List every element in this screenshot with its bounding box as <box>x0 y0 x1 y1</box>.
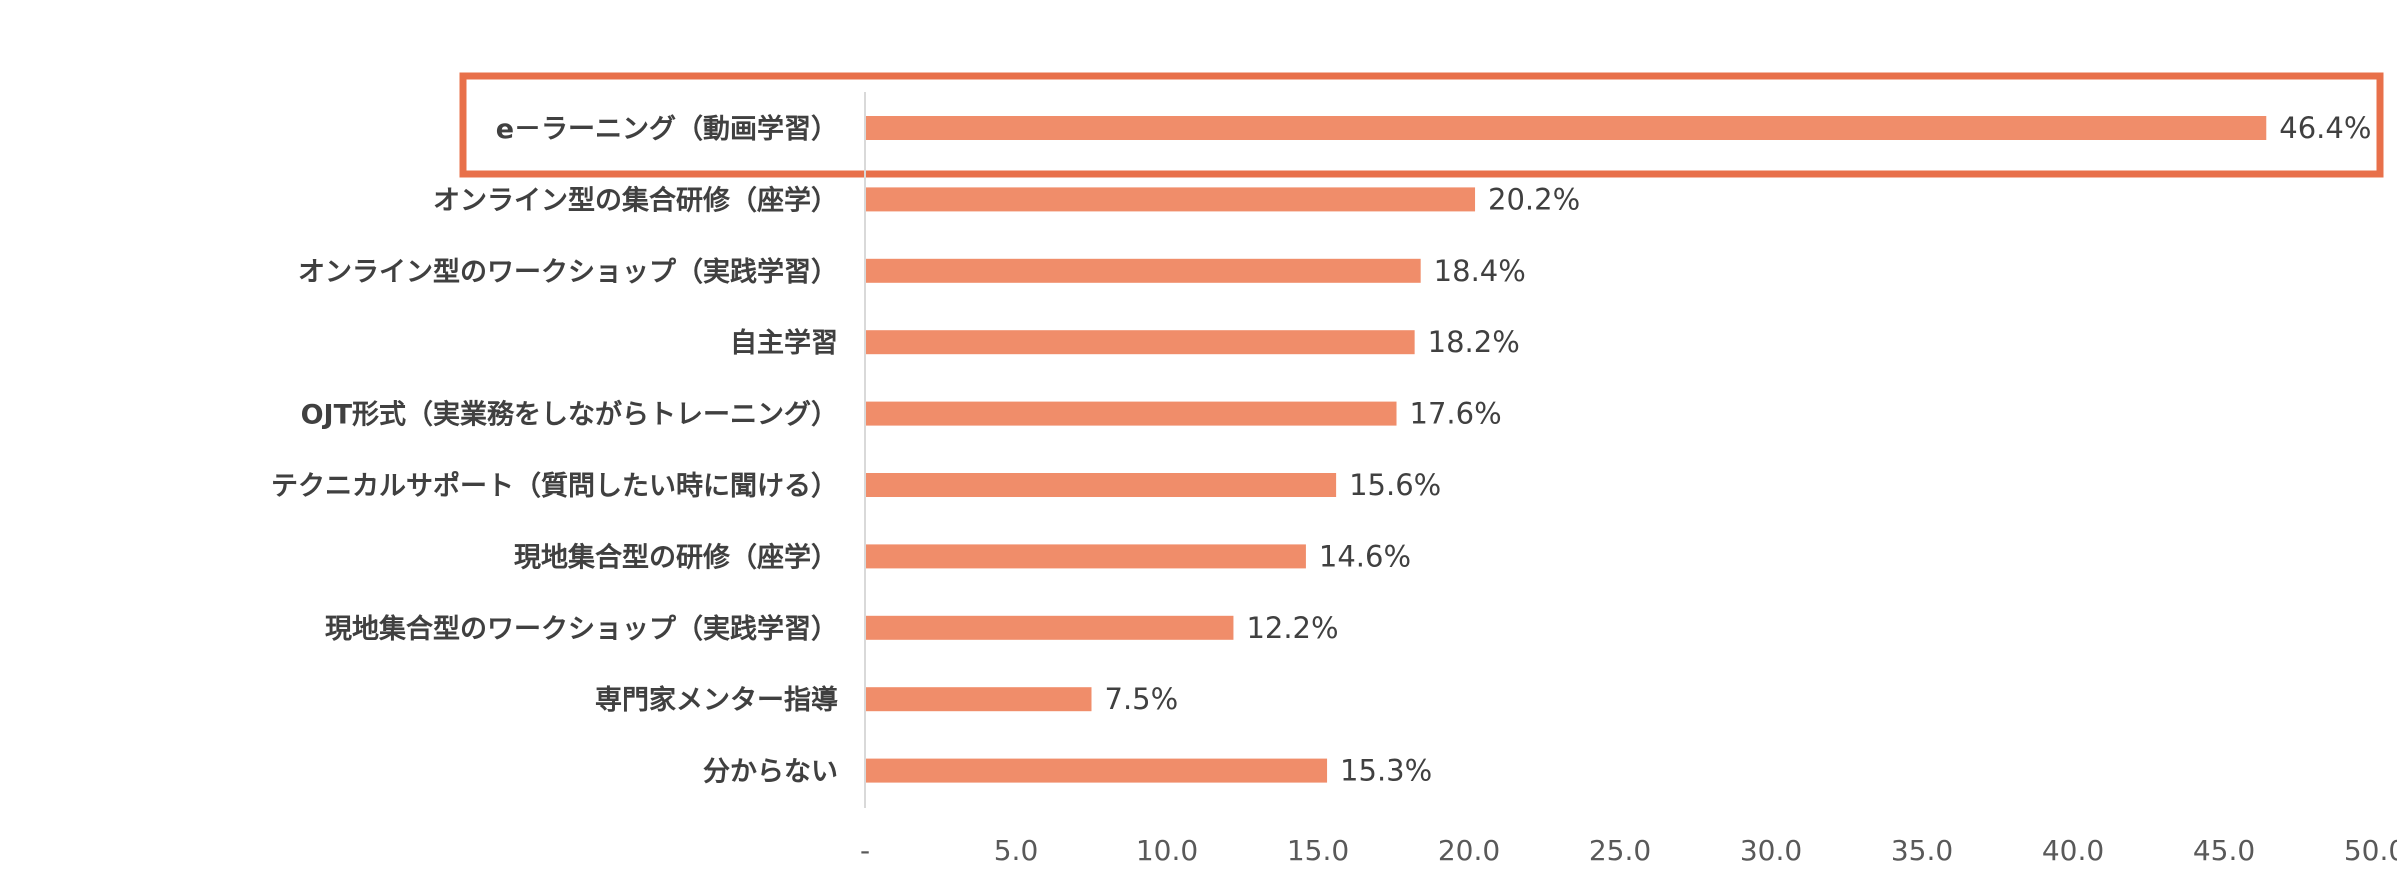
category-label: 現地集合型のワークショップ（実践学習） <box>325 613 838 645</box>
category-label: テクニカルサポート（質問したい時に聞ける） <box>271 471 838 502</box>
bar <box>866 758 1328 783</box>
x-tick-label: 30.0 <box>1740 834 1802 867</box>
bar <box>866 401 1397 426</box>
bar <box>866 687 1092 712</box>
value-label: 12.2% <box>1246 611 1338 645</box>
value-labels: 46.4% 20.2% 18.4% 18.2% 17.6% 15.6% 14.6% 12.2%… <box>1105 111 2372 788</box>
value-label: 14.6% <box>1319 539 1411 573</box>
category-label: オンライン型のワークショップ（実践学習） <box>298 256 838 288</box>
bars-group <box>866 116 2267 783</box>
x-tick-label: 45.0 <box>2193 834 2255 867</box>
value-label: 46.4% <box>2279 111 2371 145</box>
x-tick-label: 40.0 <box>2042 834 2104 867</box>
category-label: 専門家メンター指導 <box>595 684 838 716</box>
value-label: 7.5% <box>1105 682 1179 716</box>
bar <box>866 615 1234 640</box>
category-label: 自主学習 <box>730 327 838 359</box>
x-tick-label: 25.0 <box>1589 834 1651 867</box>
highlight-box <box>459 72 2384 178</box>
value-label: 15.3% <box>1340 754 1432 788</box>
x-tick-labels: - 5.0 10.0 15.0 20.0 25.0 30.0 35.0 40.0 45.0 50.0 <box>860 834 2397 867</box>
x-tick-label: 5.0 <box>994 834 1039 867</box>
bar <box>866 330 1415 355</box>
x-tick-label: 15.0 <box>1287 834 1349 867</box>
x-tick-label: 50.0 <box>2344 834 2397 867</box>
category-label: 分からない <box>703 757 838 788</box>
category-label: オンライン型の集合研修（座学） <box>433 184 838 216</box>
bar <box>866 116 2267 140</box>
bar <box>866 187 1476 212</box>
bar <box>866 258 1421 283</box>
x-tick-label: 10.0 <box>1136 834 1198 867</box>
category-label: OJT形式（実業務をしながらトレーニング） <box>301 399 838 431</box>
value-label: 15.6% <box>1349 468 1441 502</box>
value-label: 17.6% <box>1410 397 1502 431</box>
x-tick-label: 35.0 <box>1891 834 1953 867</box>
value-label: 20.2% <box>1488 182 1580 216</box>
bar <box>866 544 1306 569</box>
value-label: 18.4% <box>1434 254 1526 288</box>
bar <box>866 473 1337 497</box>
category-label: e－ラーニング（動画学習） <box>496 113 838 145</box>
category-label: 現地集合型の研修（座学） <box>514 541 838 573</box>
value-label: 18.2% <box>1428 325 1520 359</box>
category-labels: e－ラーニング（動画学習） オンライン型の集合研修（座学） オンライン型のワークショ… <box>271 113 838 788</box>
x-tick-label: - <box>860 834 870 867</box>
x-tick-label: 20.0 <box>1438 834 1500 867</box>
